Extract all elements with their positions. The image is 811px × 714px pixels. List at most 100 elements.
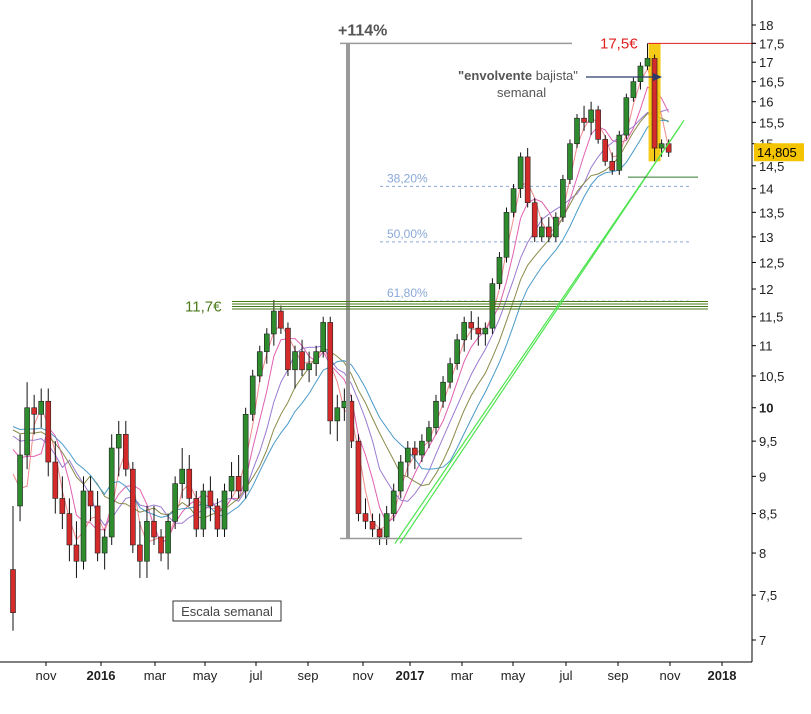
candle-body-12: [94, 505, 101, 554]
candle-body-40: [292, 351, 298, 371]
y-tick-label-14: 11: [759, 339, 773, 354]
candle-body-35: [256, 351, 263, 377]
y-tick-label-16: 10: [759, 401, 773, 416]
candle-body-91: [651, 58, 658, 149]
ma-line-1: [12, 86, 670, 545]
candle-body-79: [567, 143, 573, 180]
candle-body-27: [200, 490, 207, 530]
timeframe-label: Escala semanal: [181, 604, 273, 619]
moving-averages: [12, 67, 670, 545]
candle-body-28: [207, 490, 214, 507]
candle-body-37: [271, 310, 277, 335]
candle-body-78: [560, 179, 566, 218]
candle-body-46: [334, 407, 341, 422]
x-tick-label-9: may: [501, 668, 526, 683]
candle-body-74: [531, 202, 538, 238]
candle-body-63: [454, 339, 460, 364]
y-tick-label-13: 11,5: [759, 310, 783, 325]
candle-body-81: [581, 117, 587, 123]
pattern-arrow-head: [653, 73, 662, 81]
x-tick-label-13: 2018: [708, 668, 737, 683]
y-tick-label-21: 7,5: [759, 588, 777, 603]
candle-body-30: [221, 490, 228, 530]
candle-body-88: [630, 81, 637, 98]
resistance-label: 11,7€: [185, 299, 222, 316]
y-tick-label-17: 9,5: [759, 434, 777, 449]
y-tick-label-0: 18: [759, 18, 773, 33]
top-label: 17,5€: [600, 35, 638, 52]
x-tick-label-4: jul: [248, 668, 262, 683]
candle-body-26: [193, 498, 200, 530]
candle-body-8: [66, 513, 73, 546]
x-tick-label-6: nov: [353, 668, 374, 683]
candle-body-24: [179, 468, 185, 484]
candle-body-58: [419, 440, 425, 456]
candle-body-51: [369, 520, 376, 530]
candle-body-18: [137, 544, 143, 562]
candle-body-5: [45, 400, 52, 463]
candle-body-6: [52, 461, 59, 499]
candle-body-70: [503, 212, 510, 258]
y-tick-label-5: 15,5: [759, 115, 784, 130]
candle-body-4: [38, 400, 45, 415]
x-tick-label-11: sep: [608, 668, 629, 683]
trendline-2: [399, 119, 685, 544]
candle-body-7: [59, 498, 66, 514]
candle-body-50: [362, 513, 369, 522]
candle-body-65: [468, 322, 475, 329]
candle-body-23: [172, 483, 178, 522]
candle-body-76: [545, 226, 552, 238]
candle-body-29: [214, 505, 221, 530]
y-tick-label-12: 12: [759, 282, 773, 297]
x-tick-label-2: mar: [144, 668, 167, 683]
candle-body-31: [228, 476, 235, 492]
candle-body-87: [623, 97, 630, 136]
candle-body-38: [278, 310, 284, 329]
candle-body-77: [553, 216, 559, 238]
candle-body-53: [383, 513, 390, 538]
candle-body-80: [574, 117, 580, 145]
candle-body-73: [524, 156, 531, 204]
candle-body-56: [404, 447, 411, 463]
y-tick-label-2: 17: [759, 55, 773, 70]
candle-body-21: [158, 536, 164, 554]
candle-body-33: [242, 413, 249, 492]
annotations: +114% 11,7€ 17,5€ "envolvente bajista" seman…: [185, 22, 756, 544]
y-tick-label-10: 13: [759, 230, 773, 245]
pattern-label: "envolvente bajista": [458, 68, 578, 83]
gain-label: +114%: [338, 22, 387, 39]
candle-body-41: [299, 351, 305, 371]
y-tick-label-8: 14: [759, 182, 773, 197]
last-price-label: 14,805: [757, 145, 797, 160]
y-tick-label-11: 12,5: [759, 255, 784, 270]
candle-body-54: [390, 490, 397, 514]
candle-body-22: [165, 520, 171, 554]
x-tick-label-1: 2016: [87, 668, 116, 683]
candle-body-49: [355, 440, 362, 514]
candle-body-57: [412, 447, 418, 456]
candle-body-14: [108, 447, 115, 538]
y-tick-label-15: 10,5: [759, 369, 784, 384]
ma-line-0: [12, 67, 670, 543]
candle-body-92: [658, 143, 665, 149]
x-tick-label-10: jul: [558, 668, 572, 683]
x-tick-label-5: sep: [298, 668, 319, 683]
y-tick-label-18: 9: [759, 469, 766, 484]
candle-body-17: [130, 468, 136, 546]
candle-body-55: [397, 461, 404, 492]
x-tick-label-3: may: [193, 668, 218, 683]
candle-body-11: [87, 490, 94, 507]
candle-body-43: [313, 351, 319, 364]
candle-body-68: [489, 283, 496, 329]
candle-body-45: [327, 322, 334, 422]
candle-body-89: [637, 65, 644, 82]
candle-body-16: [123, 434, 129, 470]
x-ticks: nov 2016 mar may jul sep nov 2017 mar may jul sep no…: [36, 662, 737, 683]
candle-body-82: [588, 109, 594, 123]
y-tick-label-19: 8,5: [759, 507, 777, 522]
candle-body-66: [475, 327, 482, 335]
y-tick-label-20: 8: [759, 546, 766, 561]
axes: [0, 0, 753, 663]
y-ticks: 1817,51716,51615,51514,51413,51312,51211…: [752, 18, 784, 648]
y-tick-label-7: 14,5: [759, 159, 784, 174]
